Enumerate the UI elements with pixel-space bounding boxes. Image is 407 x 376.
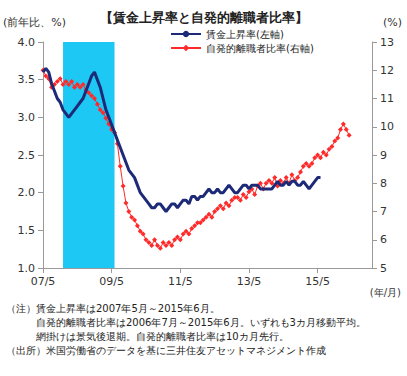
svg-text:11: 11 bbox=[380, 92, 394, 105]
html-text:網掛けは景気後退期。自発的離職者比率は10カ月先行。: 網掛けは景気後退期。自発的離職者比率は10カ月先行。 bbox=[36, 331, 289, 342]
svg-text:3.5: 3.5 bbox=[18, 73, 36, 86]
svg-text:賃金上昇率(左軸): 賃金上昇率(左軸) bbox=[206, 29, 284, 40]
svg-text:(前年比、%): (前年比、%) bbox=[3, 16, 66, 29]
html-text:自発的離職者比率は2006年7月～2015年6月。いずれも3: 自発的離職者比率は2006年7月～2015年6月。いずれも3カ月移動平均。 bbox=[36, 317, 366, 328]
svg-text:8: 8 bbox=[380, 177, 387, 190]
svg-text:7: 7 bbox=[380, 205, 387, 218]
svg-text:09/5: 09/5 bbox=[99, 275, 124, 288]
svg-text:1.0: 1.0 bbox=[18, 262, 36, 275]
html-text:（注）賃金上昇率は2007年5月～2015年6月。: （注）賃金上昇率は2007年5月～2015年6月。 bbox=[6, 303, 220, 314]
svg-text:5: 5 bbox=[380, 262, 387, 275]
svg-text:10: 10 bbox=[380, 120, 394, 133]
svg-text:2.5: 2.5 bbox=[18, 149, 36, 162]
svg-text:6: 6 bbox=[380, 233, 387, 246]
svg-text:自発的離職者比率(右軸): 自発的離職者比率(右軸) bbox=[206, 43, 314, 54]
svg-text:4.0: 4.0 bbox=[18, 36, 36, 49]
svg-text:13/5: 13/5 bbox=[237, 275, 262, 288]
svg-text:2.0: 2.0 bbox=[18, 186, 36, 199]
svg-text:9: 9 bbox=[380, 149, 387, 162]
svg-text:1.5: 1.5 bbox=[18, 224, 36, 237]
svg-text:15/5: 15/5 bbox=[305, 275, 330, 288]
svg-text:【賃金上昇率と自発的離職者比率】: 【賃金上昇率と自発的離職者比率】 bbox=[100, 10, 308, 25]
svg-text:(%): (%) bbox=[383, 16, 402, 29]
svg-text:11/5: 11/5 bbox=[168, 275, 193, 288]
html-text:（出所）米国労働省のデータを基に三井住友アセットマネジメント: （出所）米国労働省のデータを基に三井住友アセットマネジメント作成 bbox=[6, 345, 326, 356]
svg-text:07/5: 07/5 bbox=[31, 275, 56, 288]
svg-text:3.0: 3.0 bbox=[18, 111, 36, 124]
svg-text:(年/月): (年/月) bbox=[370, 287, 401, 298]
svg-text:12: 12 bbox=[380, 64, 394, 77]
svg-text:13: 13 bbox=[380, 36, 394, 49]
